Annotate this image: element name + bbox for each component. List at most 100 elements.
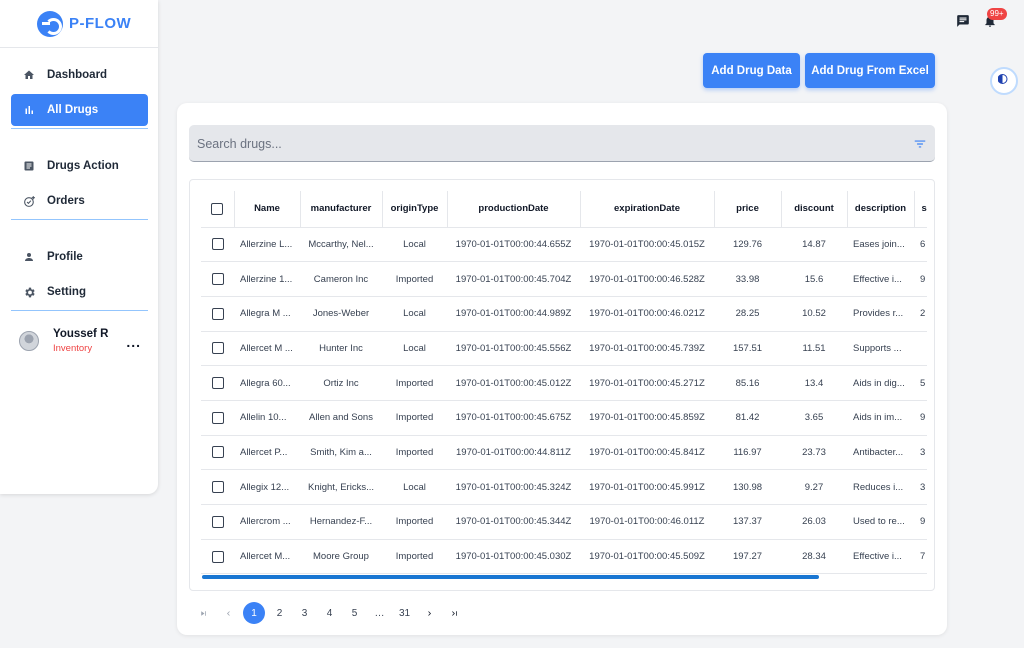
- sidebar-item-drugs-action[interactable]: Drugs Action: [11, 150, 148, 182]
- table-row[interactable]: Allercet M ... Hunter Inc Local 1970-01-01T…: [201, 331, 927, 367]
- row-select-cell: [201, 504, 234, 540]
- filter-icon[interactable]: [913, 137, 927, 151]
- avatar: [19, 331, 39, 351]
- cell-manufacturer: Jones-Weber: [300, 296, 382, 332]
- theme-toggle[interactable]: [990, 67, 1018, 95]
- sidebar-item-all-drugs[interactable]: All Drugs: [11, 94, 148, 126]
- column-header-discount[interactable]: discount: [781, 191, 848, 228]
- column-header-stock[interactable]: s: [914, 191, 927, 228]
- sidebar-item-label: All Drugs: [47, 104, 99, 116]
- cell-description: Aids in im...: [847, 400, 914, 436]
- page-button[interactable]: 5: [351, 607, 358, 619]
- page-button[interactable]: 4: [326, 607, 333, 619]
- row-select-cell: [201, 469, 234, 505]
- cell-expiration-date: 1970-01-01T00:00:46.528Z: [580, 261, 714, 297]
- cell-production-date: 1970-01-01T00:00:44.811Z: [447, 435, 580, 471]
- cell-manufacturer: Ortiz Inc: [300, 365, 382, 401]
- row-select-cell: [201, 539, 234, 575]
- page-button[interactable]: 2: [276, 607, 283, 619]
- column-header-production-date[interactable]: productionDate: [447, 191, 581, 228]
- last-page-icon[interactable]: [442, 602, 467, 624]
- search-input[interactable]: [197, 134, 887, 154]
- cell-origin-type: Imported: [382, 435, 447, 471]
- row-select-cell: [201, 227, 234, 263]
- cell-description: Eases join...: [847, 227, 914, 263]
- select-all-checkbox[interactable]: [211, 202, 224, 215]
- chat-icon[interactable]: [955, 13, 971, 29]
- table-row[interactable]: Allegra M ... Jones-Weber Local 1970-01-01T…: [201, 296, 927, 332]
- user-profile[interactable]: Youssef R Inventory ...: [19, 326, 149, 356]
- sidebar-item-label: Orders: [47, 195, 85, 207]
- column-header-expiration-date[interactable]: expirationDate: [580, 191, 715, 228]
- cell-discount: 11.51: [781, 331, 847, 367]
- row-checkbox[interactable]: [211, 273, 224, 286]
- cell-price: 130.98: [714, 469, 781, 505]
- user-role: Inventory: [53, 343, 93, 354]
- row-checkbox[interactable]: [211, 481, 224, 494]
- row-checkbox[interactable]: [211, 515, 224, 528]
- pagination-ellipsis: …: [374, 607, 385, 619]
- row-checkbox[interactable]: [211, 446, 224, 459]
- table-row[interactable]: Allercet M... Moore Group Imported 1970-01-…: [201, 539, 927, 575]
- cell-name: Allerzine L...: [234, 227, 300, 263]
- first-page-icon[interactable]: [191, 602, 216, 624]
- column-header-manufacturer[interactable]: manufacturer: [300, 191, 383, 228]
- row-select-cell: [201, 261, 234, 297]
- sidebar-item-orders[interactable]: Orders: [11, 185, 148, 217]
- next-page-icon[interactable]: [417, 602, 442, 624]
- cell-origin-type: Imported: [382, 261, 447, 297]
- cell-manufacturer: Moore Group: [300, 539, 382, 575]
- add-drug-from-excel-button[interactable]: Add Drug From Excel: [805, 53, 935, 88]
- cell-production-date: 1970-01-01T00:00:45.675Z: [447, 400, 580, 436]
- cell-stock: 9: [914, 504, 927, 540]
- table-row[interactable]: Allercet P... Smith, Kim a... Imported 1970…: [201, 435, 927, 471]
- cell-name: Allegra 60...: [234, 365, 300, 401]
- sidebar-item-dashboard[interactable]: Dashboard: [11, 59, 148, 91]
- table-row[interactable]: Allegix 12... Knight, Ericks... Local 1970-…: [201, 469, 927, 505]
- column-header-price[interactable]: price: [714, 191, 782, 228]
- row-checkbox[interactable]: [211, 238, 224, 251]
- sidebar-item-profile[interactable]: Profile: [11, 241, 148, 273]
- row-checkbox[interactable]: [211, 342, 224, 355]
- person-icon: [22, 250, 36, 264]
- more-options-icon[interactable]: ...: [126, 334, 141, 350]
- cell-name: Allegix 12...: [234, 469, 300, 505]
- row-checkbox[interactable]: [211, 307, 224, 320]
- row-checkbox[interactable]: [211, 550, 224, 563]
- page-button-current[interactable]: 1: [243, 602, 265, 624]
- cell-name: Allelin 10...: [234, 400, 300, 436]
- table-row[interactable]: Allerzine 1... Cameron Inc Imported 1970-01…: [201, 261, 927, 297]
- column-header-origin-type[interactable]: originType: [382, 191, 448, 228]
- add-drug-data-button[interactable]: Add Drug Data: [703, 53, 800, 88]
- pagination: 1 2 3 4 5 … 31: [191, 602, 467, 624]
- row-checkbox[interactable]: [211, 377, 224, 390]
- divider: [11, 128, 148, 129]
- table-row[interactable]: Allegra 60... Ortiz Inc Imported 1970-01-01…: [201, 365, 927, 401]
- logo[interactable]: P-FLOW: [0, 0, 158, 48]
- cell-manufacturer: Allen and Sons: [300, 400, 382, 436]
- bar-chart-icon: [22, 103, 36, 117]
- cart-check-icon: [22, 194, 36, 208]
- divider: [11, 219, 148, 220]
- cell-name: Allercet M ...: [234, 331, 300, 367]
- cell-stock: 5: [914, 365, 927, 401]
- horizontal-scrollbar[interactable]: [202, 575, 819, 579]
- row-select-cell: [201, 296, 234, 332]
- table-row[interactable]: Allercrom ... Hernandez-F... Imported 1970-…: [201, 504, 927, 540]
- page-button[interactable]: 3: [301, 607, 308, 619]
- cell-origin-type: Imported: [382, 400, 447, 436]
- home-icon: [22, 68, 36, 82]
- cell-name: Allercrom ...: [234, 504, 300, 540]
- row-checkbox[interactable]: [211, 411, 224, 424]
- previous-page-icon[interactable]: [216, 602, 241, 624]
- cell-name: Allerzine 1...: [234, 261, 300, 297]
- cell-production-date: 1970-01-01T00:00:45.030Z: [447, 539, 580, 575]
- table-row[interactable]: Allelin 10... Allen and Sons Imported 1970-…: [201, 400, 927, 436]
- column-header-name[interactable]: Name: [234, 191, 301, 228]
- page-button-last[interactable]: 31: [398, 607, 411, 619]
- table-row[interactable]: Allerzine L... Mccarthy, Nel... Local 1970-…: [201, 227, 927, 263]
- sidebar-item-setting[interactable]: Setting: [11, 276, 148, 308]
- cell-expiration-date: 1970-01-01T00:00:45.015Z: [580, 227, 714, 263]
- cell-production-date: 1970-01-01T00:00:45.704Z: [447, 261, 580, 297]
- column-header-description[interactable]: description: [847, 191, 915, 228]
